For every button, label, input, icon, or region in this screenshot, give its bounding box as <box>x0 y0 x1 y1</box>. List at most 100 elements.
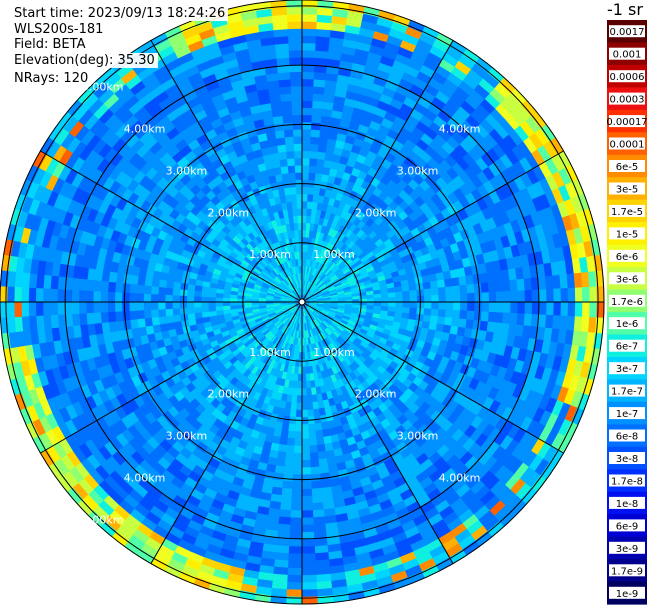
data-cell <box>420 501 436 515</box>
data-cell <box>472 222 484 236</box>
data-cell <box>249 398 259 408</box>
data-cell <box>342 350 351 359</box>
data-cell <box>428 322 438 331</box>
data-cell <box>280 325 287 333</box>
data-cell <box>477 330 488 342</box>
data-cell <box>489 128 504 144</box>
data-cell <box>492 143 507 159</box>
data-cell <box>280 281 287 288</box>
data-cell <box>217 279 226 286</box>
data-cell <box>115 525 133 541</box>
data-cell <box>264 330 272 338</box>
data-cell <box>268 397 276 407</box>
data-cell <box>256 352 264 361</box>
data-cell <box>200 556 218 570</box>
data-cell <box>411 331 421 341</box>
data-cell <box>334 454 345 465</box>
data-cell <box>32 167 46 185</box>
data-cell <box>409 307 418 315</box>
data-cell <box>224 337 234 346</box>
data-cell <box>310 313 316 320</box>
data-cell <box>81 335 91 349</box>
data-cell <box>60 454 76 472</box>
data-cell <box>394 424 407 437</box>
data-cell <box>138 267 148 278</box>
data-cell <box>303 323 306 332</box>
data-cell <box>323 338 330 347</box>
data-cell <box>251 382 260 393</box>
data-cell <box>312 245 318 254</box>
data-cell <box>183 476 198 490</box>
data-cell <box>302 236 306 245</box>
data-cell <box>381 86 397 99</box>
data-cell <box>169 335 179 345</box>
data-cell <box>420 89 436 104</box>
data-cell <box>373 309 382 315</box>
data-cell <box>288 538 302 547</box>
data-cell <box>258 498 271 509</box>
data-cell <box>308 251 313 260</box>
data-cell <box>279 400 287 409</box>
data-cell <box>131 265 141 277</box>
data-cell <box>328 212 336 222</box>
data-cell <box>311 312 318 319</box>
data-cell <box>344 291 353 296</box>
data-cell <box>215 292 224 298</box>
data-cell <box>266 294 274 298</box>
data-cell <box>365 290 374 296</box>
data-cell <box>301 510 314 519</box>
data-cell <box>421 564 440 579</box>
data-cell <box>100 460 115 476</box>
data-cell <box>132 407 145 421</box>
data-cell <box>317 195 325 204</box>
data-cell <box>281 422 290 432</box>
data-cell <box>139 334 150 345</box>
data-cell <box>376 16 394 29</box>
data-cell <box>260 402 269 412</box>
data-cell <box>54 127 70 146</box>
data-cell <box>464 192 477 206</box>
data-cell <box>365 312 374 318</box>
data-cell <box>214 332 224 341</box>
data-cell <box>348 380 358 390</box>
data-cell <box>469 89 486 105</box>
data-cell <box>290 292 297 298</box>
data-cell <box>314 334 320 343</box>
data-cell <box>309 373 315 382</box>
data-cell <box>427 102 443 117</box>
data-cell <box>312 401 319 410</box>
data-cell <box>280 93 292 102</box>
data-cell <box>321 173 330 183</box>
data-cell <box>222 334 232 342</box>
data-cell <box>459 451 474 466</box>
data-cell <box>91 392 104 407</box>
data-cell <box>138 326 148 337</box>
data-cell <box>204 326 214 334</box>
data-cell <box>116 329 127 341</box>
data-cell <box>321 256 328 265</box>
data-cell <box>314 307 323 313</box>
data-cell <box>266 290 275 295</box>
range-label: 3.00km <box>397 430 439 443</box>
data-cell <box>108 271 118 283</box>
data-cell <box>273 277 281 284</box>
data-cell <box>280 100 293 109</box>
data-cell <box>302 35 317 44</box>
data-cell <box>288 295 296 300</box>
data-cell <box>136 284 145 294</box>
data-cell <box>144 536 162 552</box>
data-cell <box>366 265 375 273</box>
data-cell <box>284 334 290 343</box>
data-cell <box>251 308 260 313</box>
data-cell <box>458 534 476 550</box>
data-cell <box>222 293 231 299</box>
data-cell <box>428 422 442 435</box>
data-cell <box>315 294 323 298</box>
data-cell <box>470 188 484 202</box>
data-cell <box>351 360 361 370</box>
data-cell <box>475 210 487 224</box>
data-cell <box>491 260 502 272</box>
data-cell <box>569 344 580 361</box>
data-cell <box>343 313 352 318</box>
data-cell <box>266 274 275 281</box>
